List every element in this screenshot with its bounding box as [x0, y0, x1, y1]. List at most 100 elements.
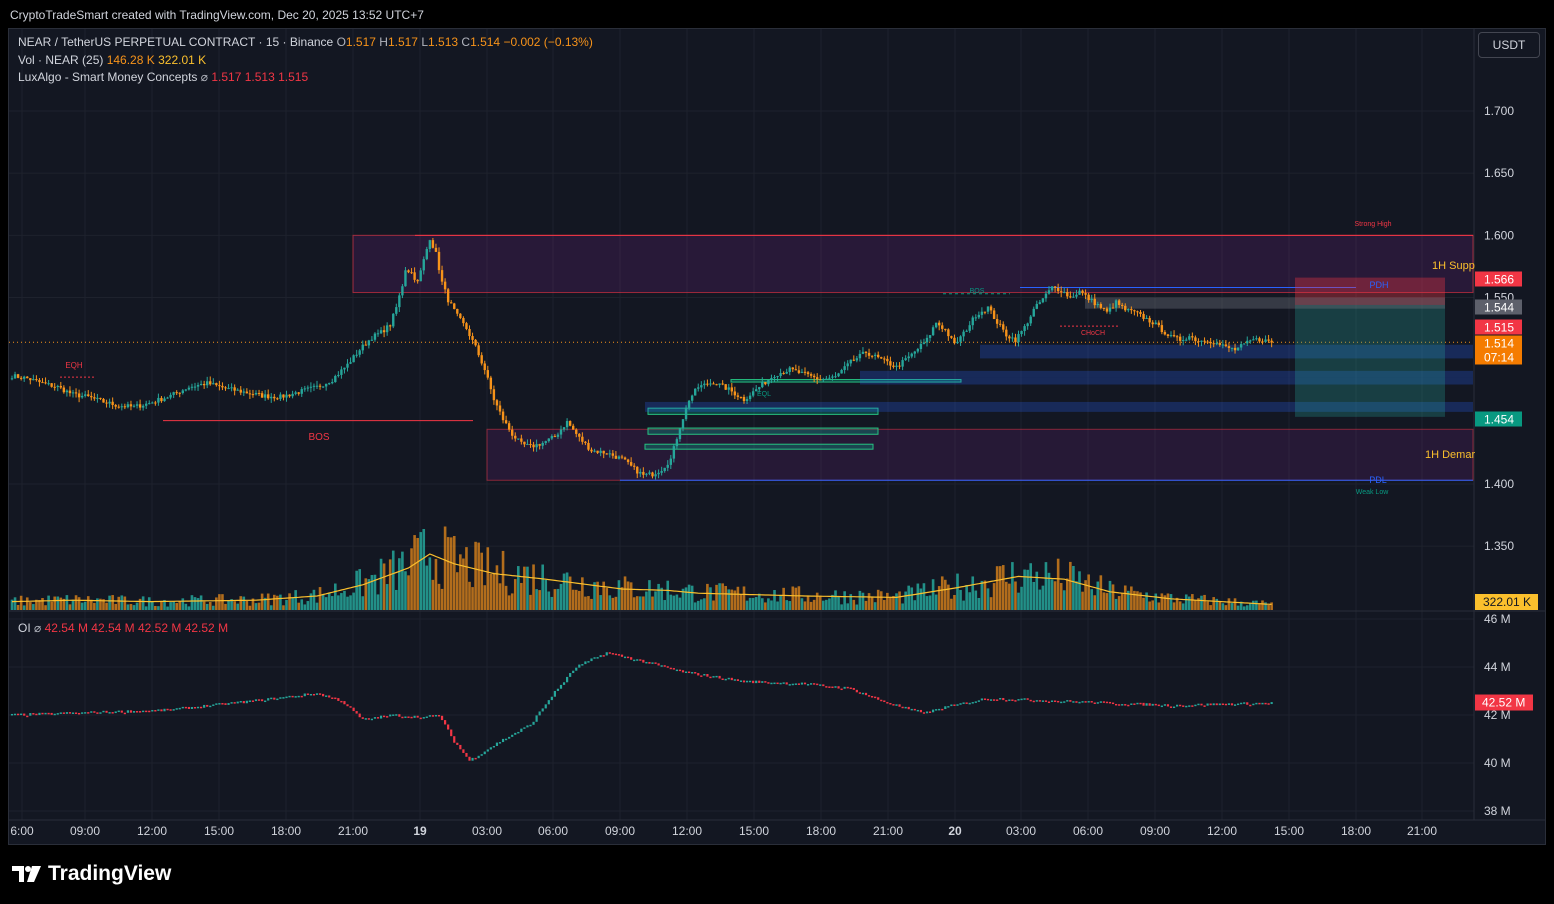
volume-bar — [568, 576, 572, 610]
candle — [80, 392, 84, 399]
volume-bar — [1035, 571, 1039, 610]
oi-candle — [108, 712, 111, 714]
volume-bar — [822, 600, 825, 610]
candle-body — [950, 336, 953, 338]
oi-candle — [1206, 703, 1209, 706]
badge-1515: 1.515 — [1475, 319, 1522, 335]
candle — [840, 368, 843, 374]
volume-bar — [358, 569, 361, 610]
volume-bar — [843, 591, 846, 610]
candle — [450, 299, 453, 304]
candle-body — [992, 310, 996, 320]
oi-candle — [816, 683, 819, 686]
candle — [1194, 335, 1197, 346]
volume-bar — [886, 592, 889, 610]
oi-candle — [989, 699, 993, 701]
volume-bar — [269, 605, 273, 610]
candle-body — [828, 377, 831, 379]
volume-bar — [1230, 603, 1234, 610]
currency-button[interactable]: USDT — [1478, 32, 1540, 58]
volume-bar — [965, 584, 968, 610]
candle-body — [379, 330, 383, 334]
volume-bar — [718, 583, 721, 610]
candle-body — [62, 387, 66, 393]
tradingview-logo[interactable]: TradingView — [12, 862, 171, 886]
oi-candle — [270, 697, 273, 700]
oi-candle — [483, 751, 486, 755]
oi-candle — [322, 693, 325, 697]
candle — [599, 447, 602, 457]
candle-body — [1078, 290, 1081, 295]
chart-panel[interactable] — [8, 28, 1546, 845]
candle — [431, 237, 435, 249]
oi-candle — [562, 682, 566, 685]
volume-bar — [1188, 596, 1191, 610]
price-tick-label: 1.400 — [1484, 477, 1514, 491]
candle-body — [74, 392, 78, 394]
oi-candle — [1029, 699, 1032, 702]
candle — [74, 388, 78, 398]
candle — [873, 352, 877, 360]
candle — [53, 383, 56, 391]
candle-body — [260, 393, 264, 398]
candle-body — [1142, 313, 1145, 319]
badge-countdown-bg — [1475, 349, 1522, 365]
volume-bar — [1127, 590, 1130, 610]
volume-bar — [834, 590, 837, 610]
candle-body — [276, 398, 279, 400]
candle — [654, 470, 657, 480]
candle-body — [218, 385, 221, 387]
volume-bar — [1014, 581, 1017, 610]
candle — [227, 384, 230, 390]
candle-body — [285, 394, 288, 398]
candle-body — [995, 319, 999, 324]
oi-candle — [1157, 704, 1160, 707]
candle-body — [889, 361, 892, 366]
candle — [395, 303, 398, 316]
candle-body — [697, 387, 700, 389]
volume-bar — [953, 595, 956, 610]
smc-label-pdh: PDH — [1369, 280, 1388, 290]
candle-body — [401, 286, 404, 296]
ohlc-close: C1.514 — [461, 35, 501, 49]
candle-body — [687, 400, 691, 408]
volume-bar — [105, 602, 108, 610]
candle — [105, 399, 108, 408]
candle — [666, 460, 669, 472]
candle — [1178, 333, 1182, 346]
candle — [986, 306, 990, 315]
candle — [602, 450, 605, 459]
candle — [1182, 335, 1185, 346]
oi-candle — [569, 673, 572, 677]
candle-body — [1044, 293, 1048, 299]
candle-body — [791, 367, 794, 370]
volume-bar — [727, 589, 731, 610]
candle — [1127, 308, 1130, 313]
oi-candle — [81, 712, 84, 714]
oi-candle — [462, 749, 465, 753]
candle — [1139, 310, 1142, 317]
volume-bar — [529, 594, 532, 610]
smc-label-pdl: PDL — [1369, 475, 1387, 485]
candle-body — [1117, 300, 1121, 305]
candle — [620, 454, 624, 460]
candle — [913, 350, 916, 358]
volume-bar — [681, 588, 685, 610]
candle — [828, 374, 831, 380]
candle-body — [489, 377, 493, 390]
oi-candle — [520, 728, 523, 732]
oi-candle — [745, 680, 749, 683]
oi-candle — [416, 715, 419, 718]
oi-candle — [193, 707, 197, 709]
volume-bar — [1267, 604, 1270, 610]
oi-candle — [657, 663, 660, 666]
oi-candle — [169, 709, 172, 711]
oi-candle — [1093, 702, 1096, 704]
volume-bar — [178, 601, 182, 610]
candle-body — [620, 456, 624, 458]
candle — [132, 404, 136, 408]
volume-bar — [1038, 589, 1042, 610]
candle-body — [135, 404, 139, 406]
candle-body — [321, 386, 325, 388]
